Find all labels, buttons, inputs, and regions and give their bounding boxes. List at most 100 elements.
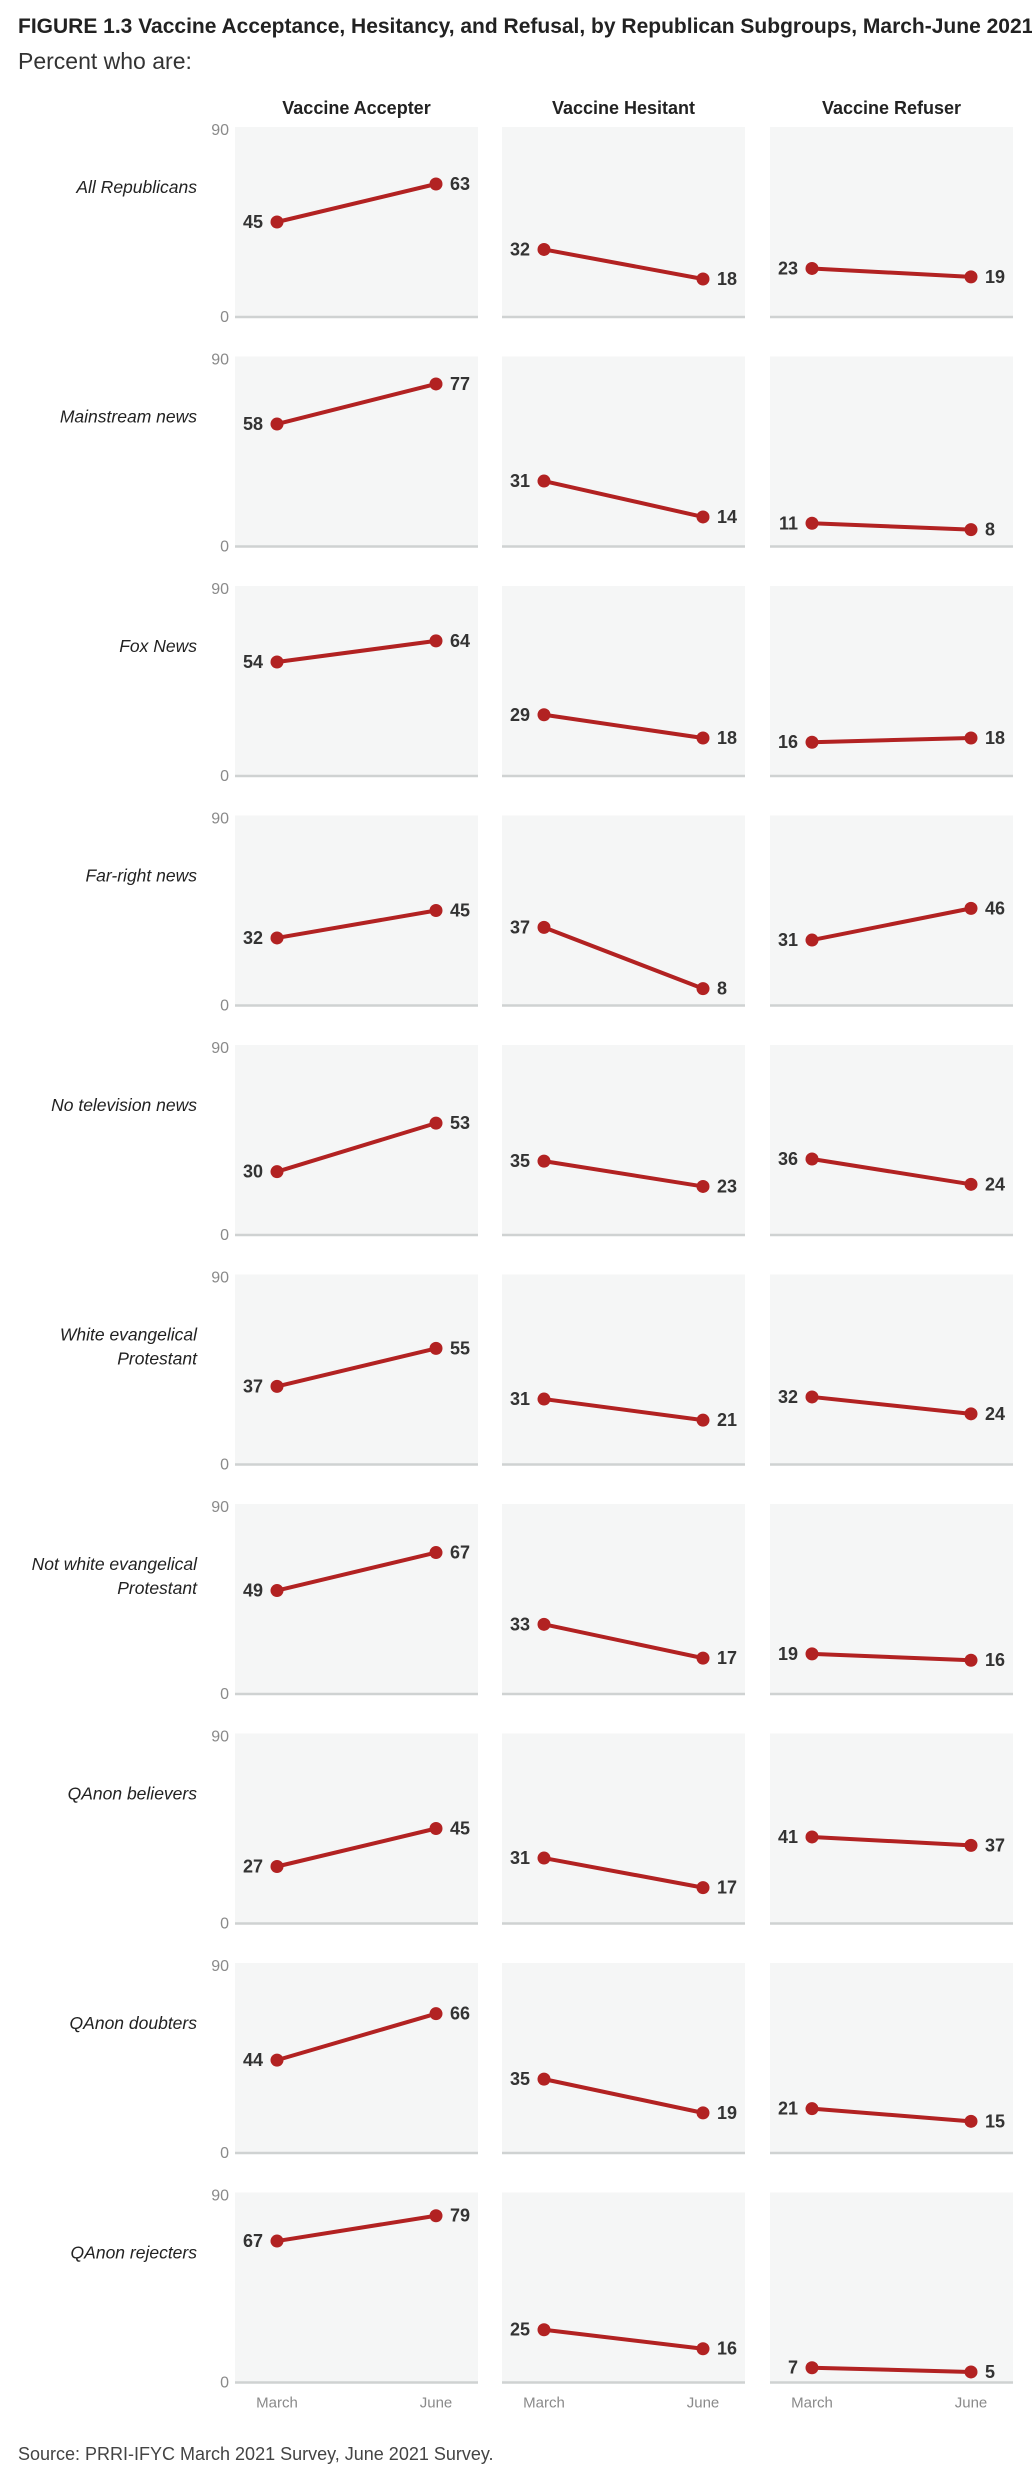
series-line: [275, 381, 438, 427]
series-line: [275, 2213, 438, 2244]
y-tick-label: 0: [220, 309, 229, 326]
series-line: [810, 736, 973, 745]
data-label-march: 35: [510, 1151, 530, 1171]
data-point-march: [270, 1860, 284, 1873]
data-label-june: 16: [717, 2339, 737, 2359]
data-point-march: [805, 735, 819, 749]
data-label-march: 11: [779, 513, 798, 533]
series-line: [275, 1826, 438, 1869]
y-tick-label: 90: [211, 1958, 229, 1975]
panel-background: [502, 1045, 745, 1235]
panel-background: [235, 1504, 478, 1694]
data-label-june: 18: [717, 728, 737, 748]
panel-background: [770, 1045, 1013, 1235]
data-point-march: [805, 261, 819, 275]
data-point-march: [805, 516, 819, 530]
data-point-march: [537, 920, 551, 934]
row-label: Fox News: [119, 636, 197, 656]
data-point-june: [429, 904, 443, 917]
y-tick-label: 90: [211, 581, 229, 598]
y-tick-label: 0: [220, 1457, 229, 1474]
data-label-march: 35: [510, 2069, 530, 2089]
data-label-june: 5: [985, 2362, 995, 2382]
data-point-june: [964, 2114, 978, 2128]
data-point-june: [429, 377, 443, 391]
y-tick-label: 0: [220, 1916, 229, 1933]
series-line: [810, 1157, 973, 1187]
data-label-march: 19: [778, 1644, 798, 1664]
data-point-june: [429, 2007, 443, 2021]
series-line: [275, 908, 438, 940]
series-line: [542, 247, 705, 281]
data-label-june: 18: [717, 269, 737, 289]
panel-background: [770, 356, 1013, 547]
data-point-june: [429, 1116, 443, 1130]
y-tick-label: 0: [220, 768, 229, 785]
data-point-march: [270, 655, 284, 669]
panel-background: [502, 1504, 745, 1694]
figure-subtitle: Percent who are:: [18, 48, 192, 74]
panel-background: [770, 127, 1013, 317]
y-tick-label: 0: [220, 1686, 229, 1703]
data-point-march: [537, 1392, 551, 1406]
data-label-june: 63: [450, 174, 470, 194]
panel-background: [770, 1504, 1013, 1694]
data-point-march: [805, 2361, 819, 2375]
panel-background: [770, 1274, 1013, 1465]
row-label: QAnon believers: [68, 1784, 198, 1804]
y-tick-label: 90: [211, 2188, 229, 2205]
data-label-march: 37: [510, 917, 530, 937]
data-point-june: [696, 2106, 710, 2120]
series-line: [810, 2106, 973, 2124]
x-tick-label-march: March: [523, 2395, 565, 2412]
data-point-june: [429, 1546, 443, 1560]
data-label-march: 44: [243, 2050, 263, 2070]
panel-background: [235, 2192, 478, 2383]
data-point-march: [537, 2072, 551, 2086]
data-point-june: [696, 982, 710, 996]
data-label-march: 31: [778, 930, 798, 950]
data-point-june: [964, 731, 978, 745]
data-point-march: [805, 2102, 819, 2116]
series-line: [810, 1651, 973, 1663]
data-label-march: 32: [243, 928, 263, 948]
row-label: White evangelical: [60, 1325, 198, 1345]
data-point-june: [429, 634, 443, 648]
data-point-march: [537, 1154, 551, 1168]
x-tick-label-june: June: [955, 2395, 988, 2412]
data-label-june: 55: [450, 1338, 470, 1358]
data-point-march: [537, 1617, 551, 1631]
data-label-march: 30: [243, 1162, 263, 1182]
data-label-march: 7: [788, 2358, 798, 2378]
data-point-june: [696, 510, 710, 524]
data-label-june: 45: [450, 901, 470, 921]
series-line: [275, 2011, 438, 2063]
row-label: Far-right news: [85, 866, 197, 886]
series-line: [810, 1834, 973, 1848]
data-label-june: 15: [985, 2111, 1005, 2131]
data-label-june: 24: [985, 1404, 1005, 1424]
data-label-march: 27: [243, 1857, 263, 1877]
row-label: QAnon rejecters: [71, 2243, 198, 2263]
series-line: [275, 182, 438, 224]
data-label-march: 58: [243, 414, 263, 434]
data-label-june: 24: [985, 1174, 1005, 1194]
data-label-march: 23: [778, 258, 798, 278]
series-line: [810, 906, 973, 943]
panel-background: [502, 2192, 745, 2383]
data-point-march: [270, 1584, 284, 1598]
y-tick-label: 90: [211, 811, 229, 828]
data-point-march: [537, 1851, 551, 1865]
source-note: Source: PRRI-IFYC March 2021 Survey, Jun…: [18, 2444, 494, 2464]
data-label-june: 17: [717, 1648, 737, 1668]
data-point-march: [805, 1830, 819, 1844]
y-tick-label: 0: [220, 1227, 229, 1244]
y-tick-label: 0: [220, 998, 229, 1015]
data-label-june: 8: [717, 979, 727, 999]
series-line: [542, 2077, 705, 2115]
data-point-june: [696, 1651, 710, 1665]
data-point-june: [429, 177, 443, 191]
y-tick-label: 0: [220, 539, 229, 556]
row-label: Not white evangelical: [32, 1554, 198, 1574]
